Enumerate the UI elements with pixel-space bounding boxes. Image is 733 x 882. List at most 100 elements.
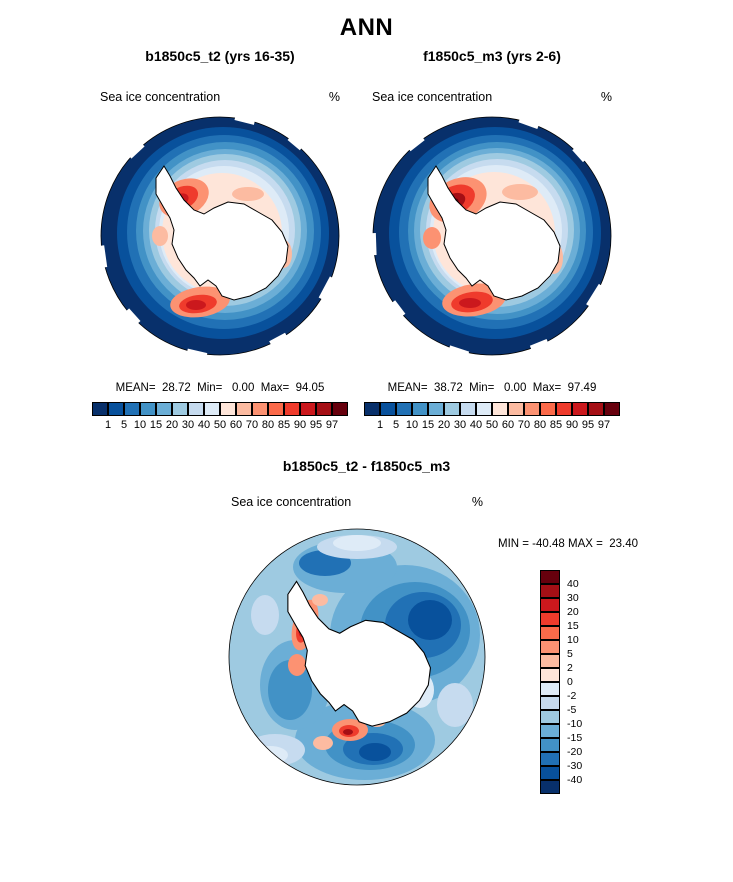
colorbar-tick-label: -5 [567,704,577,716]
colorbar-tick-label: 40 [197,419,211,431]
colorbar-cell [540,682,560,696]
colorbar-tick-label: 2 [567,662,573,674]
colorbar-tick-label: 50 [213,419,227,431]
colorbar-cell [508,402,524,416]
colorbar-tick-label: 40 [567,578,579,590]
difference-panel: Sea ice concentration % [225,495,489,789]
colorbar-cell [540,598,560,612]
colorbar-cell [444,402,460,416]
colorbar-tick-label: 0 [567,676,573,688]
colorbar-cell [540,710,560,724]
colorbar-cell [540,696,560,710]
colorbar-tick-label: 1 [104,419,112,431]
difference-minmax: MIN = -40.48 MAX = 23.40 [498,538,638,550]
colorbar-tick-label: -30 [567,760,583,772]
colorbar-tick-label: 60 [229,419,243,431]
colorbar-cell [540,584,560,598]
colorbar-cell [156,402,172,416]
colorbar-cell [220,402,236,416]
colorbar-tick-label: 15 [567,620,579,632]
colorbar-tick-label: 70 [517,419,531,431]
units-label: % [471,495,483,509]
grid-edge-notches [98,114,337,358]
field-label-row: Sea ice concentration % [225,495,489,509]
stats-line: MEAN= 28.72 Min= 0.00 Max= 94.05 [115,382,325,394]
map-boundary [228,528,486,786]
colorbar-tick-label: 85 [549,419,563,431]
stats-line: MEAN= 38.72 Min= 0.00 Max= 97.49 [387,382,597,394]
colorbar-cell [364,402,380,416]
colorbar-tick-label: 30 [567,592,579,604]
colorbar-tick-label: 60 [501,419,515,431]
colorbar-cell [108,402,124,416]
panel-title: b1850c5_t2 (yrs 16-35) [145,48,295,64]
colorbar-cell [588,402,604,416]
colorbar-cell [540,626,560,640]
colorbar-tick-label: 80 [533,419,547,431]
colorbar-tick-label: 5 [120,419,128,431]
colorbar-cell [604,402,620,416]
colorbar-tick-label: 95 [581,419,595,431]
difference-colorbar: 40 30 20 15 10 5 2 0 -2 -5 -10 -15 -20 -30 -40 [540,570,612,810]
colorbar-tick-label: -20 [567,746,583,758]
colorbar-cell [332,402,348,416]
concentration-colorbar: 1 5 10 15 20 30 40 50 60 70 80 85 90 95 97 [364,402,620,438]
units-label: % [600,90,612,104]
field-label: Sea ice concentration [231,495,352,509]
colorbar-tick-label: 50 [485,419,499,431]
colorbar-cell [204,402,220,416]
colorbar-cell [540,724,560,738]
colorbar-tick-label: 5 [392,419,400,431]
colorbar-cell [380,402,396,416]
colorbar-tick-label: 30 [453,419,467,431]
sea-ice-map-b1850c5_t2 [98,114,340,358]
field-label-row: Sea ice concentration % [90,90,350,104]
colorbar-cells [364,402,620,416]
colorbar-tick-label: 20 [567,606,579,618]
colorbar-cell [284,402,300,416]
colorbar-cell [412,402,428,416]
colorbar-tick-label: -2 [567,690,577,702]
colorbar-tick-label: 1 [376,419,384,431]
units-label: % [328,90,340,104]
colorbar-cell [460,402,476,416]
figure-title: ANN [339,14,394,41]
colorbar-cell [524,402,540,416]
colorbar-tick-label: 70 [245,419,259,431]
colorbar-tick-label: 20 [165,419,179,431]
colorbar-tick-label: 15 [149,419,163,431]
colorbar-tick-label: 30 [181,419,195,431]
colorbar-cell [540,654,560,668]
colorbar-cell [556,402,572,416]
colorbar-cell [252,402,268,416]
colorbar-cell [540,402,556,416]
colorbar-tick-label: -40 [567,774,583,786]
colorbar-cell [540,612,560,626]
sea-ice-difference-map [228,528,486,786]
colorbar-cell [540,640,560,654]
colorbar-tick-label: -10 [567,718,583,730]
colorbar-cell [236,402,252,416]
colorbar-tick-label: 40 [469,419,483,431]
colorbar-cell [540,738,560,752]
colorbar-cell [572,402,588,416]
colorbar-cell [540,766,560,780]
colorbar-cell [188,402,204,416]
colorbar-cell [428,402,444,416]
colorbar-tick-label: 10 [567,634,579,646]
grid-edge-notches [370,114,606,358]
colorbar-cell [140,402,156,416]
colorbar-cell [540,780,560,794]
colorbar-cell [492,402,508,416]
concentration-colorbar: 1 5 10 15 20 30 40 50 60 70 80 85 90 95 97 [92,402,348,438]
sea-ice-map-f1850c5_m3 [370,114,612,358]
colorbar-tick-label: 97 [597,419,611,431]
colorbar-cell [268,402,284,416]
colorbar-tick-label: 10 [405,419,419,431]
map-boundary [100,116,340,356]
panel-b1850c5_t2: b1850c5_t2 (yrs 16-35) Sea ice concentra… [90,48,350,438]
panel-f1850c5_m3: f1850c5_m3 (yrs 2-6) Sea ice concentrati… [362,48,622,438]
colorbar-tick-label: 90 [293,419,307,431]
field-label-row: Sea ice concentration % [362,90,622,104]
